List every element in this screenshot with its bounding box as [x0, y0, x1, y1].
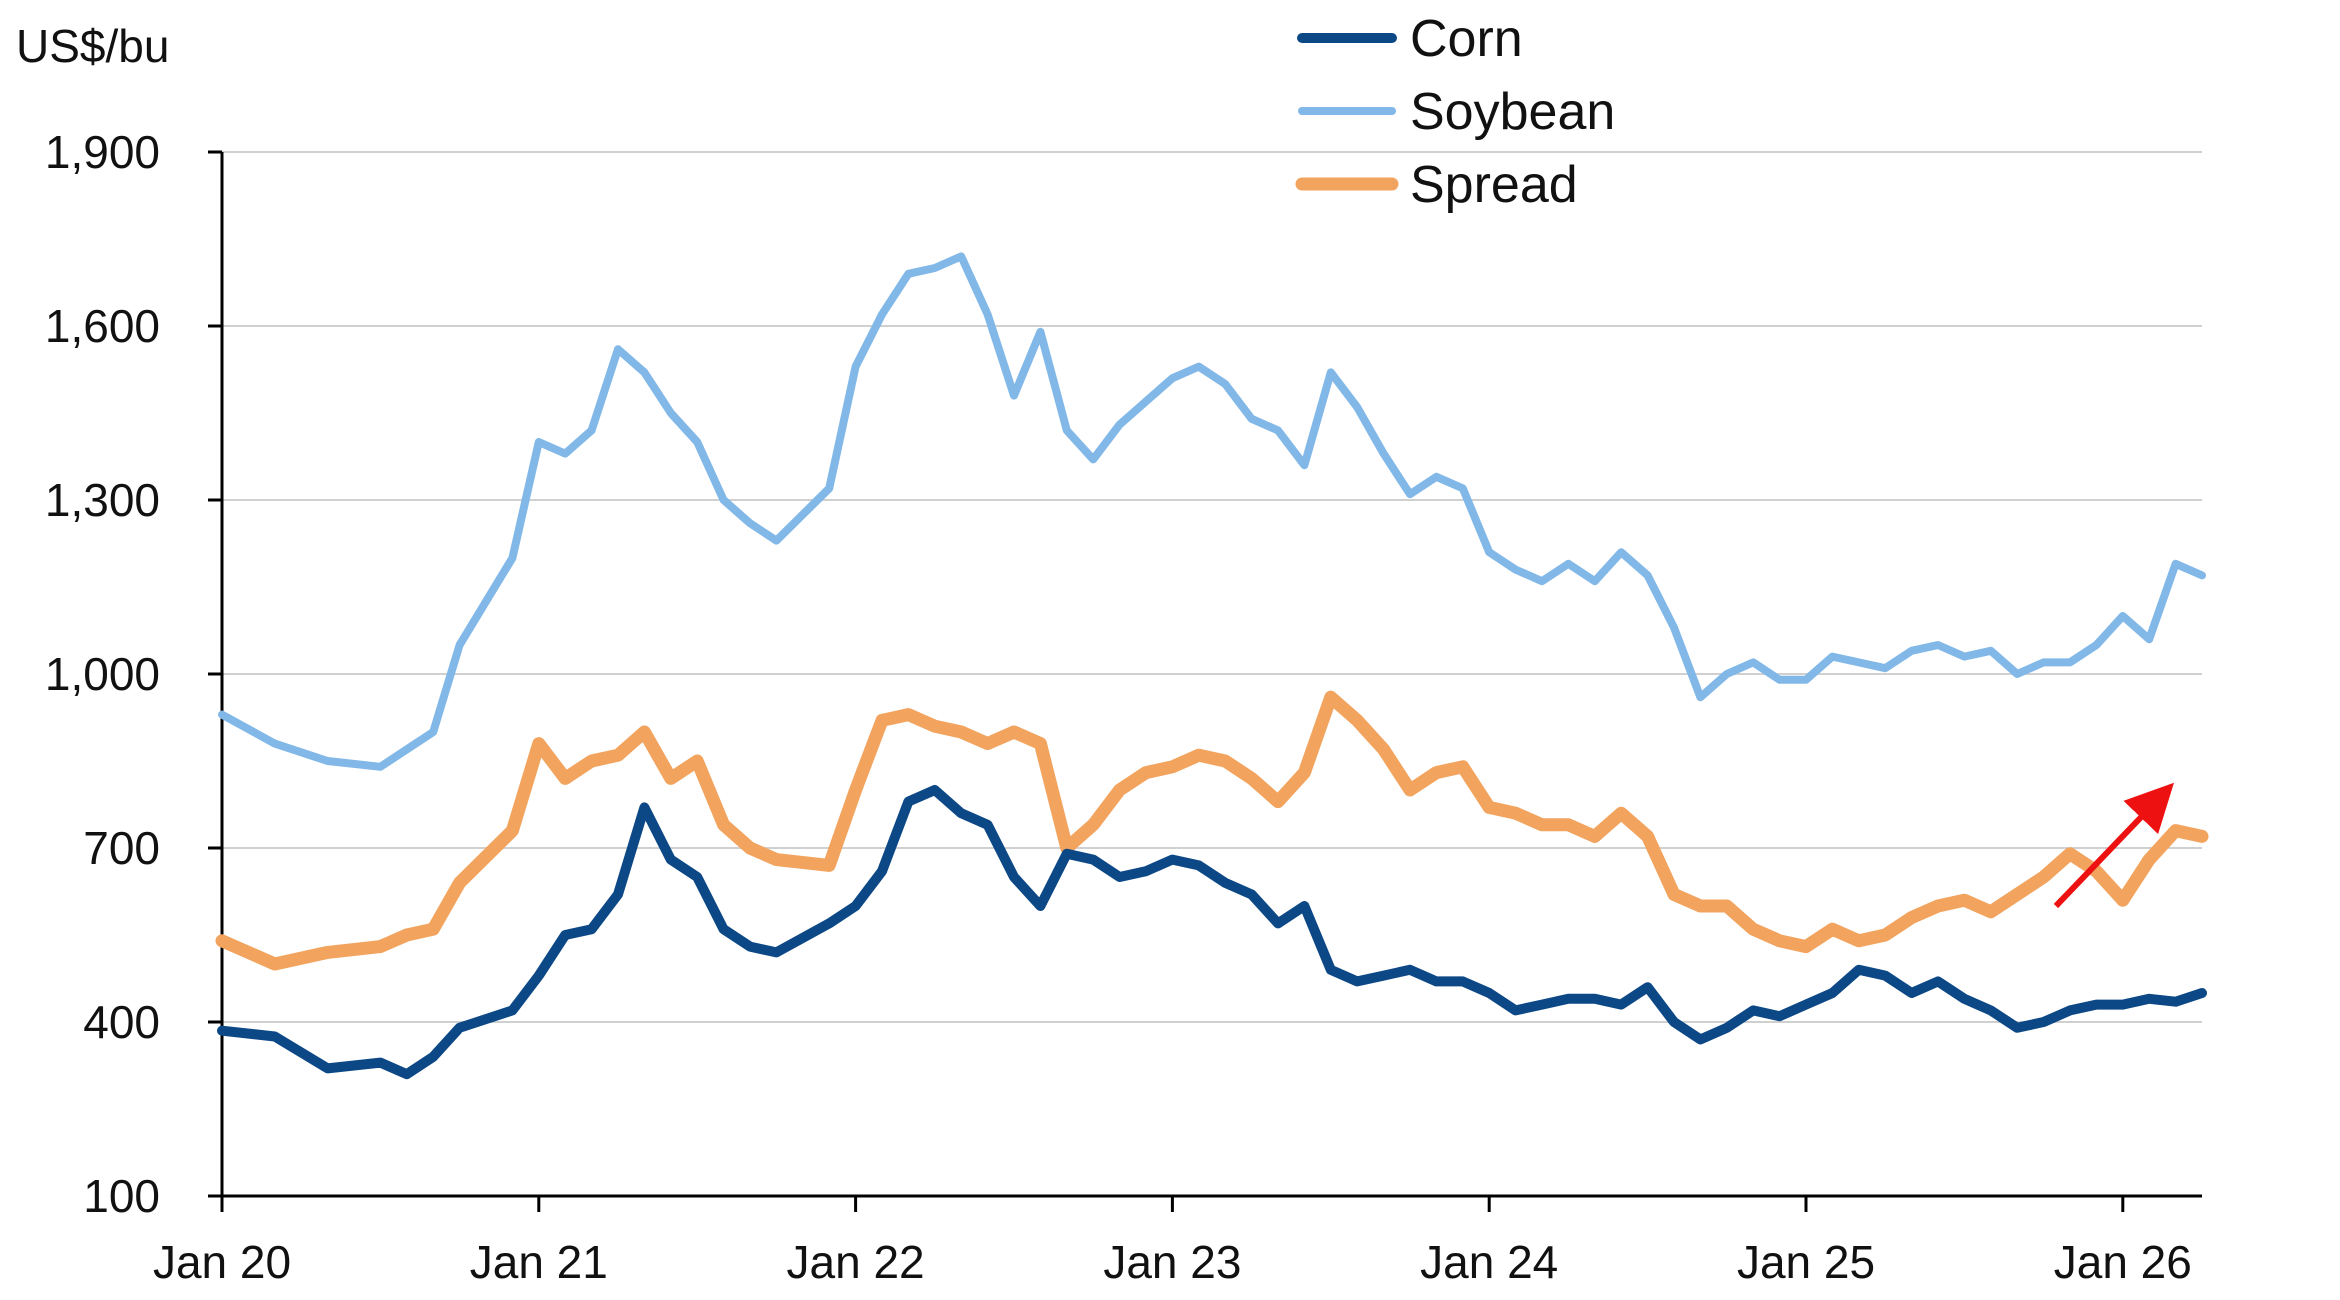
series-line-spread	[215, 690, 2209, 971]
legend-label-soybean: Soybean	[1410, 83, 1615, 141]
x-tick-label: Jan 22	[787, 1236, 925, 1288]
x-tick-label: Jan 24	[1420, 1236, 1558, 1288]
trend-arrow	[2053, 782, 2174, 909]
y-tick-label: 400	[83, 996, 160, 1048]
x-tick-label: Jan 20	[153, 1236, 291, 1288]
y-tick-label: 1,600	[45, 300, 160, 352]
legend: Corn Soybean Spread	[1295, 10, 1615, 214]
legend-label-spread: Spread	[1410, 156, 1578, 214]
x-tick-label: Jan 23	[1103, 1236, 1241, 1288]
annotations	[2053, 782, 2174, 909]
series-line-corn	[217, 785, 2207, 1080]
y-tick-label: 700	[83, 822, 160, 874]
series-lines	[215, 252, 2209, 1080]
gridlines	[222, 151, 2202, 1023]
series-line-soybean	[218, 252, 2206, 771]
y-axis-unit-label: US$/bu	[16, 20, 169, 72]
legend-label-corn: Corn	[1410, 10, 1523, 68]
x-tick-label: Jan 21	[470, 1236, 608, 1288]
y-tick-label: 1,900	[45, 126, 160, 178]
axes: 100 400 700 1,000 1,300 1,600 1,900 Jan 20 Jan 2…	[45, 126, 2202, 1288]
y-tick-label: 100	[83, 1170, 160, 1222]
x-tick-label: Jan 26	[2054, 1236, 2192, 1288]
x-tick-label: Jan 25	[1737, 1236, 1875, 1288]
y-tick-label: 1,000	[45, 648, 160, 700]
y-tick-label: 1,300	[45, 474, 160, 526]
